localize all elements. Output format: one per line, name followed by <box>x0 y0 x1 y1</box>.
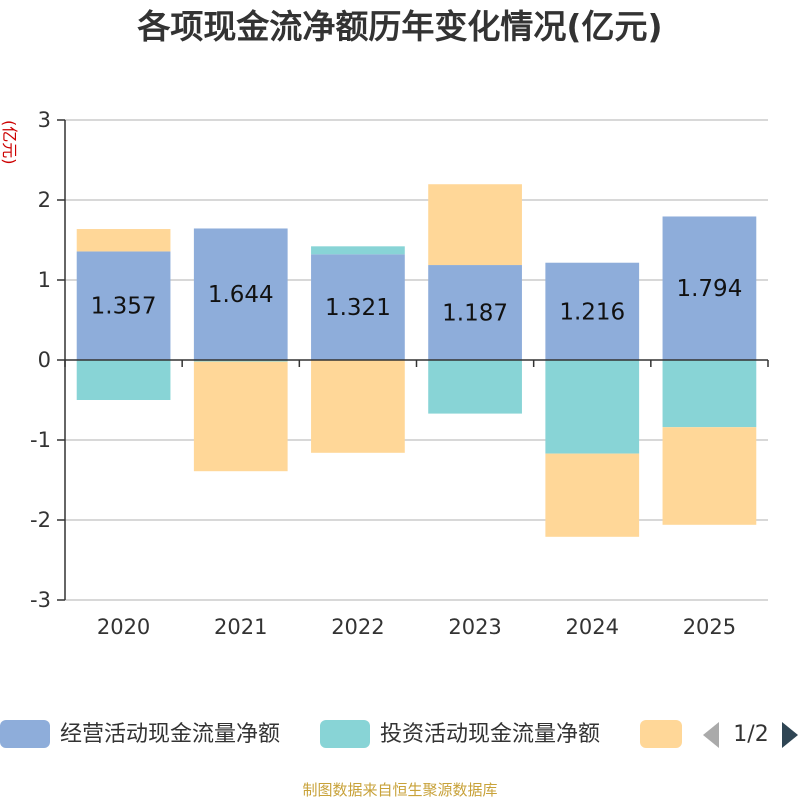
legend-swatch-financing[interactable] <box>640 720 682 748</box>
bar-2022-series-0[interactable] <box>311 254 405 360</box>
bar-2020-series-0[interactable] <box>76 251 171 360</box>
bar-2024-series-2[interactable] <box>545 453 640 537</box>
bar-2025-series-0[interactable] <box>662 216 757 360</box>
y-tick-label: -3 <box>30 588 51 612</box>
y-tick-label: -2 <box>30 508 51 532</box>
bar-2023-series-0[interactable] <box>428 265 522 360</box>
x-tick-label: 2024 <box>566 615 619 639</box>
y-tick-label: 2 <box>38 188 51 212</box>
bar-2022-series-1[interactable] <box>311 246 405 255</box>
bar-2021-series-1[interactable] <box>193 360 288 362</box>
legend-swatch-investing[interactable] <box>320 720 370 748</box>
axes <box>64 120 769 600</box>
bar-2023-series-2[interactable] <box>428 184 522 266</box>
data-label-2021: 1.644 <box>208 282 274 308</box>
data-label-2024: 1.216 <box>559 299 625 325</box>
data-source-note: 制图数据来自恒生聚源数据库 <box>302 781 497 799</box>
bar-2025-series-1[interactable] <box>662 360 757 428</box>
bar-2025-series-2[interactable] <box>662 427 757 525</box>
data-label-2022: 1.321 <box>325 295 391 321</box>
x-tick-label: 2023 <box>448 615 501 639</box>
legend-page-indicator: 1/2 <box>733 722 768 747</box>
legend-prev-page-icon[interactable] <box>703 722 719 748</box>
bars <box>76 184 757 537</box>
bar-2020-series-2[interactable] <box>76 229 171 252</box>
x-tick-label: 2025 <box>683 615 736 639</box>
x-tick-labels: 2020 2021 2022 2023 2024 2025 <box>97 615 736 639</box>
chart-title: 各项现金流净额历年变化情况(亿元) <box>136 7 662 46</box>
legend-label-operating[interactable]: 经营活动现金流量净额 <box>60 722 280 747</box>
y-tick-label: 1 <box>38 268 51 292</box>
bar-2021-series-0[interactable] <box>193 228 288 360</box>
y-tick-label: 3 <box>38 108 51 132</box>
y-tick-label: 0 <box>38 348 51 372</box>
x-tick-label: 2021 <box>214 615 267 639</box>
data-label-2025: 1.794 <box>676 276 742 302</box>
legend: 经营活动现金流量净额 投资活动现金流量净额 1/2 <box>0 720 798 748</box>
x-tick-label: 2022 <box>331 615 384 639</box>
y-tick-label: -1 <box>30 428 51 452</box>
data-label-2023: 1.187 <box>442 301 508 327</box>
legend-label-investing[interactable]: 投资活动现金流量净额 <box>380 722 600 747</box>
y-tick-labels: 3 2 1 0 -1 -2 -3 <box>30 108 51 612</box>
y-axis-unit-label: (亿元) <box>0 120 19 165</box>
x-tick-label: 2020 <box>97 615 150 639</box>
bar-2022-series-2[interactable] <box>311 360 405 453</box>
legend-swatch-operating[interactable] <box>0 720 50 748</box>
legend-next-page-icon[interactable] <box>782 722 798 748</box>
data-labels: 1.357 1.644 1.321 1.187 1.216 1.794 <box>91 276 743 326</box>
bar-2020-series-1[interactable] <box>76 360 171 400</box>
bar-2024-series-0[interactable] <box>545 262 640 360</box>
data-label-2020: 1.357 <box>91 294 157 320</box>
bar-2021-series-2[interactable] <box>193 361 288 472</box>
bar-2024-series-1[interactable] <box>545 360 640 454</box>
grid-lines <box>57 119 768 601</box>
bar-2023-series-1[interactable] <box>428 360 522 414</box>
